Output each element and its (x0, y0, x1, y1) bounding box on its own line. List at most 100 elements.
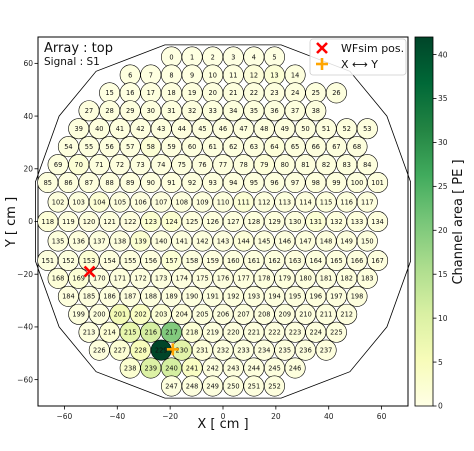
pmt-label: 247 (165, 382, 178, 390)
annotation-subtitle: Signal : S1 (44, 56, 100, 68)
colorbar-gradient (414, 36, 434, 407)
pmt-label: 104 (93, 198, 106, 206)
pmt-label: 193 (248, 293, 261, 301)
pmt-192: 192 (222, 285, 244, 307)
pmt-70: 70 (68, 154, 90, 176)
pmt-43: 43 (150, 118, 172, 140)
pmt-label: 35 (250, 107, 258, 115)
pmt-153: 153 (78, 250, 100, 271)
pmt-label: 40 (95, 125, 103, 133)
pmt-119: 119 (57, 211, 79, 232)
pmt-label: 63 (250, 143, 258, 151)
pmt-label: 47 (239, 125, 247, 133)
pmt-label: 59 (167, 143, 175, 151)
pmt-126: 126 (202, 211, 224, 232)
pmt-label: 100 (351, 179, 364, 187)
pmt-circle (284, 285, 306, 307)
pmt-11: 11 (222, 64, 244, 86)
pmt-label: 38 (312, 107, 320, 115)
pmt-label: 8 (169, 71, 173, 79)
pmt-130: 130 (284, 211, 306, 232)
pmt-label: 62 (229, 143, 237, 151)
pmt-33: 33 (202, 100, 224, 122)
pmt-226: 226 (88, 339, 110, 361)
pmt-220: 220 (222, 321, 244, 343)
pmt-86: 86 (57, 172, 79, 193)
pmt-231: 231 (191, 339, 213, 361)
pmt-53: 53 (356, 118, 378, 140)
pmt-39: 39 (68, 118, 90, 140)
pmt-132: 132 (325, 211, 347, 232)
pmt-label: 83 (343, 161, 351, 169)
pmt-122: 122 (119, 211, 141, 232)
pmt-label: 168 (52, 275, 65, 283)
pmt-circle (130, 154, 151, 176)
pmt-201: 201 (109, 303, 131, 325)
pmt-198: 198 (346, 285, 368, 307)
pmt-label: 113 (279, 198, 292, 206)
pmt-87: 87 (78, 172, 100, 193)
pmt-219: 219 (202, 321, 224, 343)
pmt-label: 5 (272, 53, 276, 61)
pmt-label: 211 (320, 311, 333, 319)
pmt-label: 95 (250, 179, 258, 187)
pmt-label: 130 (289, 218, 302, 226)
pmt-120: 120 (78, 211, 100, 232)
pmt-171: 171 (109, 267, 131, 289)
colorbar-label: Channel area [ PE ] (451, 159, 466, 284)
pmt-50: 50 (295, 118, 316, 140)
pmt-104: 104 (88, 191, 110, 213)
pmt-178: 178 (253, 267, 275, 289)
pmt-label: 145 (258, 237, 271, 245)
pmt-94: 94 (222, 172, 244, 193)
pmt-label: 120 (83, 218, 96, 226)
pmt-213: 213 (78, 321, 100, 343)
pmt-label: 242 (206, 364, 219, 372)
pmt-227: 227 (109, 339, 131, 361)
pmt-label: 206 (217, 311, 230, 319)
pmt-label: 10 (209, 71, 217, 79)
pmt-240: 240 (161, 357, 182, 379)
pmt-55: 55 (78, 136, 100, 158)
pmt-label: 230 (176, 346, 189, 354)
pmt-label: 12 (250, 71, 258, 79)
pmt-25: 25 (305, 82, 327, 104)
pmt-175: 175 (191, 267, 213, 289)
pmt-circle (284, 100, 306, 122)
pmt-label: 66 (312, 143, 320, 151)
pmt-label: 114 (299, 198, 312, 206)
pmt-106: 106 (130, 191, 151, 213)
wfsim-position-marker (83, 265, 96, 278)
pmt-40: 40 (88, 118, 110, 140)
colorbar-tick-label: 20 (438, 226, 448, 235)
pmt-label: 202 (134, 311, 147, 319)
pmt-10: 10 (202, 64, 224, 86)
pmt-101: 101 (367, 172, 389, 193)
pmt-249: 249 (202, 375, 224, 397)
pmt-69: 69 (47, 154, 69, 176)
swapped-position-marker (166, 343, 179, 356)
pmt-circle (356, 118, 378, 140)
pmt-148: 148 (315, 230, 337, 252)
y-axis: −60 −40 −20 0 20 40 60 (17, 59, 38, 384)
pmt-138: 138 (109, 230, 131, 252)
pmt-label: 36 (270, 107, 278, 115)
pmt-67: 67 (325, 136, 347, 158)
pmt-61: 61 (202, 136, 224, 158)
pmt-112: 112 (253, 191, 275, 213)
pmt-214: 214 (99, 321, 121, 343)
pmt-label: 172 (134, 275, 147, 283)
pmt-label: 131 (310, 218, 323, 226)
colorbar-ticks: 0 5 10 15 20 25 30 35 40 (433, 50, 448, 411)
pmt-label: 237 (320, 346, 333, 354)
pmt-34: 34 (222, 100, 244, 122)
colorbar-tick-label: 5 (438, 358, 443, 367)
pmt-241: 241 (181, 357, 203, 379)
pmt-label: 238 (124, 364, 137, 372)
pmt-116: 116 (336, 191, 358, 213)
pmt-label: 246 (289, 364, 302, 372)
pmt-2: 2 (202, 46, 224, 68)
pmt-174: 174 (171, 267, 193, 289)
